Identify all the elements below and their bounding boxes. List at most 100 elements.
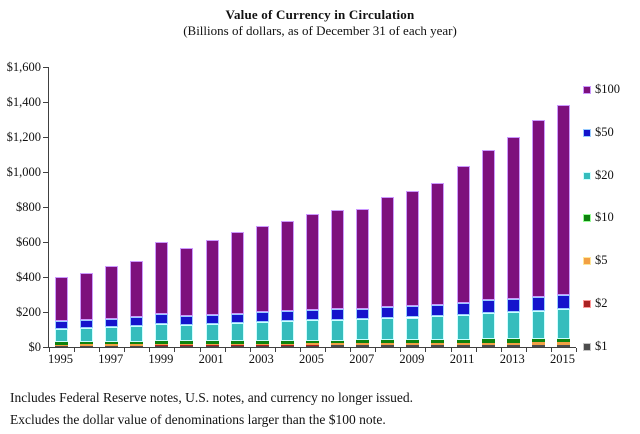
bar-segment-1995-100 xyxy=(55,276,68,322)
bar-segment-2013-1 xyxy=(506,345,520,347)
legend-item-10: $10 xyxy=(583,208,614,225)
bar-segment-2004-1 xyxy=(280,345,294,347)
legend-label: $20 xyxy=(595,167,614,182)
bar-segment-2012-10 xyxy=(481,339,495,343)
legend-label: $100 xyxy=(595,82,620,96)
y-axis-label: $1,200 xyxy=(6,130,41,144)
bar-segment-1997-50 xyxy=(105,318,119,327)
bar-segment-2014-10 xyxy=(531,338,545,343)
bar-segment-2009-100 xyxy=(406,191,420,306)
bar-segment-1996-100 xyxy=(80,272,94,320)
legend-swatch-icon xyxy=(583,300,591,308)
bar-segment-2002-100 xyxy=(230,232,244,314)
x-axis-tick xyxy=(224,348,226,352)
bar-segment-1999-1 xyxy=(155,345,169,347)
bar-1995 xyxy=(55,67,68,347)
bar-segment-1998-100 xyxy=(130,261,144,318)
bar-2009 xyxy=(406,67,420,347)
bar-segment-1996-20 xyxy=(80,327,94,343)
legend-swatch-icon xyxy=(583,86,591,94)
x-axis-tick xyxy=(450,348,452,352)
x-axis-label: 1997 xyxy=(98,352,124,366)
bar-2002 xyxy=(230,67,244,347)
bar-segment-2006-100 xyxy=(331,209,345,309)
bar-segment-2007-1 xyxy=(356,345,370,347)
x-axis-tick xyxy=(49,348,50,352)
legend-item-50: $50 xyxy=(583,123,614,139)
bar-segment-2003-1 xyxy=(255,345,269,347)
y-axis-label: $600 xyxy=(16,235,41,249)
bar-segment-2005-1 xyxy=(305,345,319,347)
bar-segment-2002-50 xyxy=(230,313,244,324)
bar-segment-2004-50 xyxy=(280,311,294,322)
bar-segment-1999-10 xyxy=(155,341,169,344)
bar-segment-2012-1 xyxy=(481,345,495,347)
legend-item-100: $100 xyxy=(583,80,620,96)
bar-1996 xyxy=(80,67,94,347)
bar-2011 xyxy=(456,67,470,347)
legend-swatch-icon xyxy=(583,257,591,266)
bar-segment-2000-5 xyxy=(180,343,194,346)
bar-segment-2004-100 xyxy=(280,220,294,312)
bar-segment-1995-20 xyxy=(55,328,68,343)
x-axis-label: 2011 xyxy=(449,352,475,366)
bar-segment-2000-50 xyxy=(180,316,194,326)
bar-segment-1998-5 xyxy=(130,344,144,346)
bar-segment-2001-10 xyxy=(205,341,219,344)
bar-segment-2006-20 xyxy=(331,319,345,341)
x-axis-label: 2003 xyxy=(248,352,274,366)
y-axis-label: $0 xyxy=(28,340,42,354)
bar-2015 xyxy=(556,67,570,347)
bar-segment-2013-20 xyxy=(506,312,520,340)
x-axis-tick xyxy=(350,348,352,352)
bar-segment-2003-50 xyxy=(255,312,269,323)
bar-segment-2008-50 xyxy=(381,306,395,319)
bar-segment-2014-20 xyxy=(531,310,545,339)
bar-segment-2008-100 xyxy=(381,197,395,307)
bar-segment-2002-5 xyxy=(230,343,244,346)
x-axis-tick xyxy=(400,348,402,352)
bar-segment-2013-50 xyxy=(506,298,520,313)
bar-segment-2010-20 xyxy=(431,316,445,340)
bar-segment-2007-20 xyxy=(356,319,370,341)
x-axis-tick xyxy=(375,348,377,352)
bar-segment-2011-20 xyxy=(456,315,470,340)
x-axis-tick xyxy=(274,348,276,352)
bar-2007 xyxy=(356,67,370,347)
bar-segment-2001-20 xyxy=(205,324,219,342)
bar-segment-2008-5 xyxy=(381,343,395,346)
bar-segment-1995-1 xyxy=(55,345,68,347)
bar-segment-2000-10 xyxy=(180,341,194,344)
bar-2005 xyxy=(305,67,319,347)
bar-segment-2001-5 xyxy=(205,343,219,346)
bar-2014 xyxy=(531,67,545,347)
bar-segment-2007-50 xyxy=(356,308,370,320)
bar-segment-2011-5 xyxy=(456,342,470,345)
y-axis-label: $1,000 xyxy=(6,165,41,179)
x-axis-tick xyxy=(576,348,577,352)
x-axis-tick xyxy=(325,348,327,352)
bar-segment-2014-50 xyxy=(531,296,545,311)
bar-1997 xyxy=(105,67,119,347)
bar-1998 xyxy=(130,67,144,347)
x-axis-tick xyxy=(199,348,201,352)
legend-swatch-icon xyxy=(583,171,591,180)
x-axis-label: 2009 xyxy=(399,352,425,366)
bar-segment-2002-20 xyxy=(230,323,244,342)
bar-segment-1996-5 xyxy=(80,344,94,346)
x-axis-tick xyxy=(249,348,251,352)
bar-segment-1997-1 xyxy=(105,345,119,347)
bar-segment-2002-1 xyxy=(230,345,244,347)
bar-segment-2000-100 xyxy=(180,248,194,317)
y-axis-tick xyxy=(43,137,48,138)
bar-segment-1997-5 xyxy=(105,344,119,346)
y-axis-tick xyxy=(43,67,48,68)
y-axis-tick xyxy=(43,102,48,103)
bar-segment-1998-1 xyxy=(130,345,144,347)
legend-label: $50 xyxy=(595,124,614,139)
bar-segment-1995-10 xyxy=(55,342,68,345)
legend-label: $10 xyxy=(595,210,614,225)
legend-swatch-icon xyxy=(583,342,591,351)
bar-segment-2007-5 xyxy=(356,343,370,346)
